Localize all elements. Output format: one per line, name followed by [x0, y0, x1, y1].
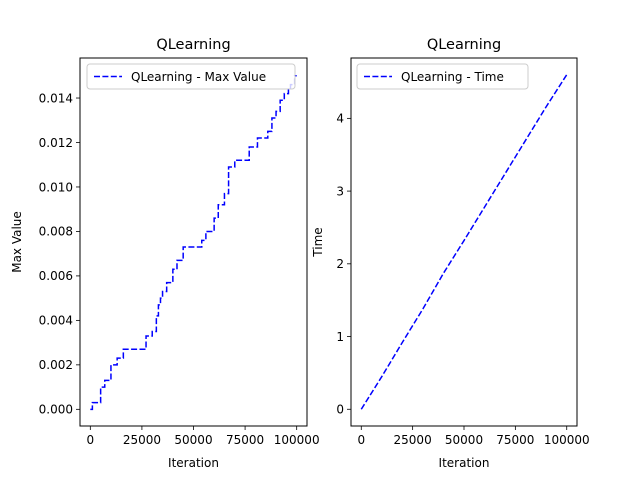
max-value-x-axis-label: Iteration — [168, 456, 219, 470]
max-value-legend-box — [86, 63, 296, 90]
time-x-tick-label: 25000 — [394, 433, 432, 447]
time-chart-title: QLearning — [427, 37, 501, 53]
max-value-legend-label: QLearning - Max Value — [131, 70, 266, 84]
max-value-x-tick-label: 25000 — [123, 433, 161, 447]
time-series-line — [360, 74, 568, 410]
max-value-legend: QLearning - Max Value — [86, 63, 296, 90]
time-y-tick-label: 4 — [336, 112, 344, 126]
time-legend-box — [356, 63, 529, 90]
max-value-y-tick-label: 0.010 — [39, 180, 73, 194]
max-value-subplot: 0 25000 50000 75000 100000 0.0000.0020.0040.… — [10, 37, 320, 470]
time-x-tick-label: 0 — [357, 433, 365, 447]
max-value-x-ticks: 0 25000 50000 75000 100000 — [86, 426, 320, 447]
time-y-tick-label: 1 — [336, 330, 344, 344]
time-y-axis-label: Time — [311, 227, 325, 257]
max-value-plot-frame — [79, 57, 308, 427]
max-value-y-tick-label: 0.008 — [39, 225, 73, 239]
time-x-axis-label: Iteration — [439, 456, 490, 470]
max-value-y-tick-label: 0.004 — [39, 314, 73, 328]
max-value-y-tick-label: 0.002 — [39, 358, 73, 372]
max-value-y-tick-label: 0.014 — [39, 91, 73, 105]
time-series — [360, 74, 568, 410]
max-value-x-tick-label: 0 — [86, 433, 94, 447]
time-y-tick-label: 3 — [336, 184, 344, 198]
max-value-y-tick-label: 0.012 — [39, 136, 73, 150]
max-value-x-tick-label: 75000 — [226, 433, 264, 447]
max-value-y-tick-label: 0.000 — [39, 403, 73, 417]
time-legend: QLearning - Time — [356, 63, 529, 90]
time-x-tick-label: 50000 — [445, 433, 483, 447]
max-value-series — [90, 75, 297, 411]
max-value-y-ticks: 0.000 0.002 0.004 0.006 0.008 0.010 0.012 0.014 — [39, 91, 80, 417]
time-x-tick-label: 100000 — [544, 433, 590, 447]
max-value-x-tick-label: 100000 — [274, 433, 320, 447]
max-value-chart-title: QLearning — [156, 37, 230, 53]
time-y-tick-label: 2 — [336, 257, 344, 271]
max-value-y-axis-label: Max Value — [10, 211, 24, 273]
time-y-ticks: 0 1 2 3 4 — [336, 112, 351, 417]
max-value-series-line — [90, 75, 297, 411]
time-y-tick-label: 0 — [336, 403, 344, 417]
time-x-tick-label: 75000 — [496, 433, 534, 447]
max-value-x-tick-label: 50000 — [174, 433, 212, 447]
time-legend-label: QLearning - Time — [401, 70, 504, 84]
time-x-ticks: 0 25000 50000 75000 100000 — [357, 426, 590, 447]
max-value-y-tick-label: 0.006 — [39, 269, 73, 283]
time-subplot: 0 25000 50000 75000 100000 0 1 2 3 4 QLearning I… — [311, 37, 590, 470]
